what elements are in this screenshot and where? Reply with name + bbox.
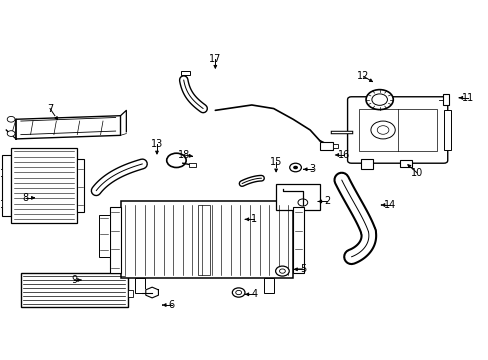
Bar: [2, 155, 11, 216]
Text: 11: 11: [461, 93, 473, 103]
Bar: [99, 215, 110, 257]
Bar: [358, 109, 436, 152]
Text: 5: 5: [299, 264, 305, 274]
Text: 16: 16: [337, 150, 349, 160]
Circle shape: [7, 116, 15, 122]
Circle shape: [7, 131, 15, 136]
Text: 2: 2: [324, 197, 329, 206]
Bar: [319, 142, 333, 150]
Text: 8: 8: [22, 193, 29, 203]
Text: 18: 18: [177, 150, 189, 160]
Bar: [0, 200, 2, 207]
Text: 9: 9: [71, 275, 77, 285]
Bar: [21, 273, 127, 307]
Bar: [361, 159, 372, 169]
Circle shape: [366, 90, 392, 110]
Text: 7: 7: [47, 104, 53, 113]
Bar: [77, 158, 84, 212]
Bar: [443, 111, 450, 150]
Text: 6: 6: [168, 300, 174, 310]
Text: 4: 4: [251, 289, 257, 299]
Circle shape: [232, 288, 244, 297]
Bar: [198, 205, 210, 275]
Bar: [0, 169, 2, 176]
Bar: [11, 148, 77, 223]
Circle shape: [166, 153, 186, 167]
Text: 1: 1: [251, 214, 257, 224]
Text: 14: 14: [384, 200, 396, 210]
Text: 15: 15: [269, 157, 282, 167]
Bar: [292, 207, 303, 273]
Text: 17: 17: [209, 54, 221, 64]
Bar: [110, 207, 120, 273]
Polygon shape: [16, 116, 120, 139]
Bar: [264, 278, 273, 293]
FancyBboxPatch shape: [347, 97, 447, 163]
Text: 12: 12: [357, 71, 369, 81]
Bar: [135, 278, 144, 293]
Bar: [442, 94, 448, 105]
Circle shape: [275, 266, 288, 276]
Bar: [127, 290, 132, 297]
Bar: [120, 202, 292, 278]
Circle shape: [292, 166, 297, 169]
Text: 10: 10: [410, 168, 423, 178]
Polygon shape: [145, 287, 158, 298]
Bar: [333, 144, 338, 148]
Bar: [276, 184, 319, 210]
Circle shape: [370, 121, 394, 139]
Circle shape: [289, 163, 301, 172]
Text: 13: 13: [150, 139, 163, 149]
Bar: [181, 71, 190, 75]
Bar: [399, 159, 411, 167]
Text: 3: 3: [309, 164, 315, 174]
Bar: [188, 163, 196, 167]
